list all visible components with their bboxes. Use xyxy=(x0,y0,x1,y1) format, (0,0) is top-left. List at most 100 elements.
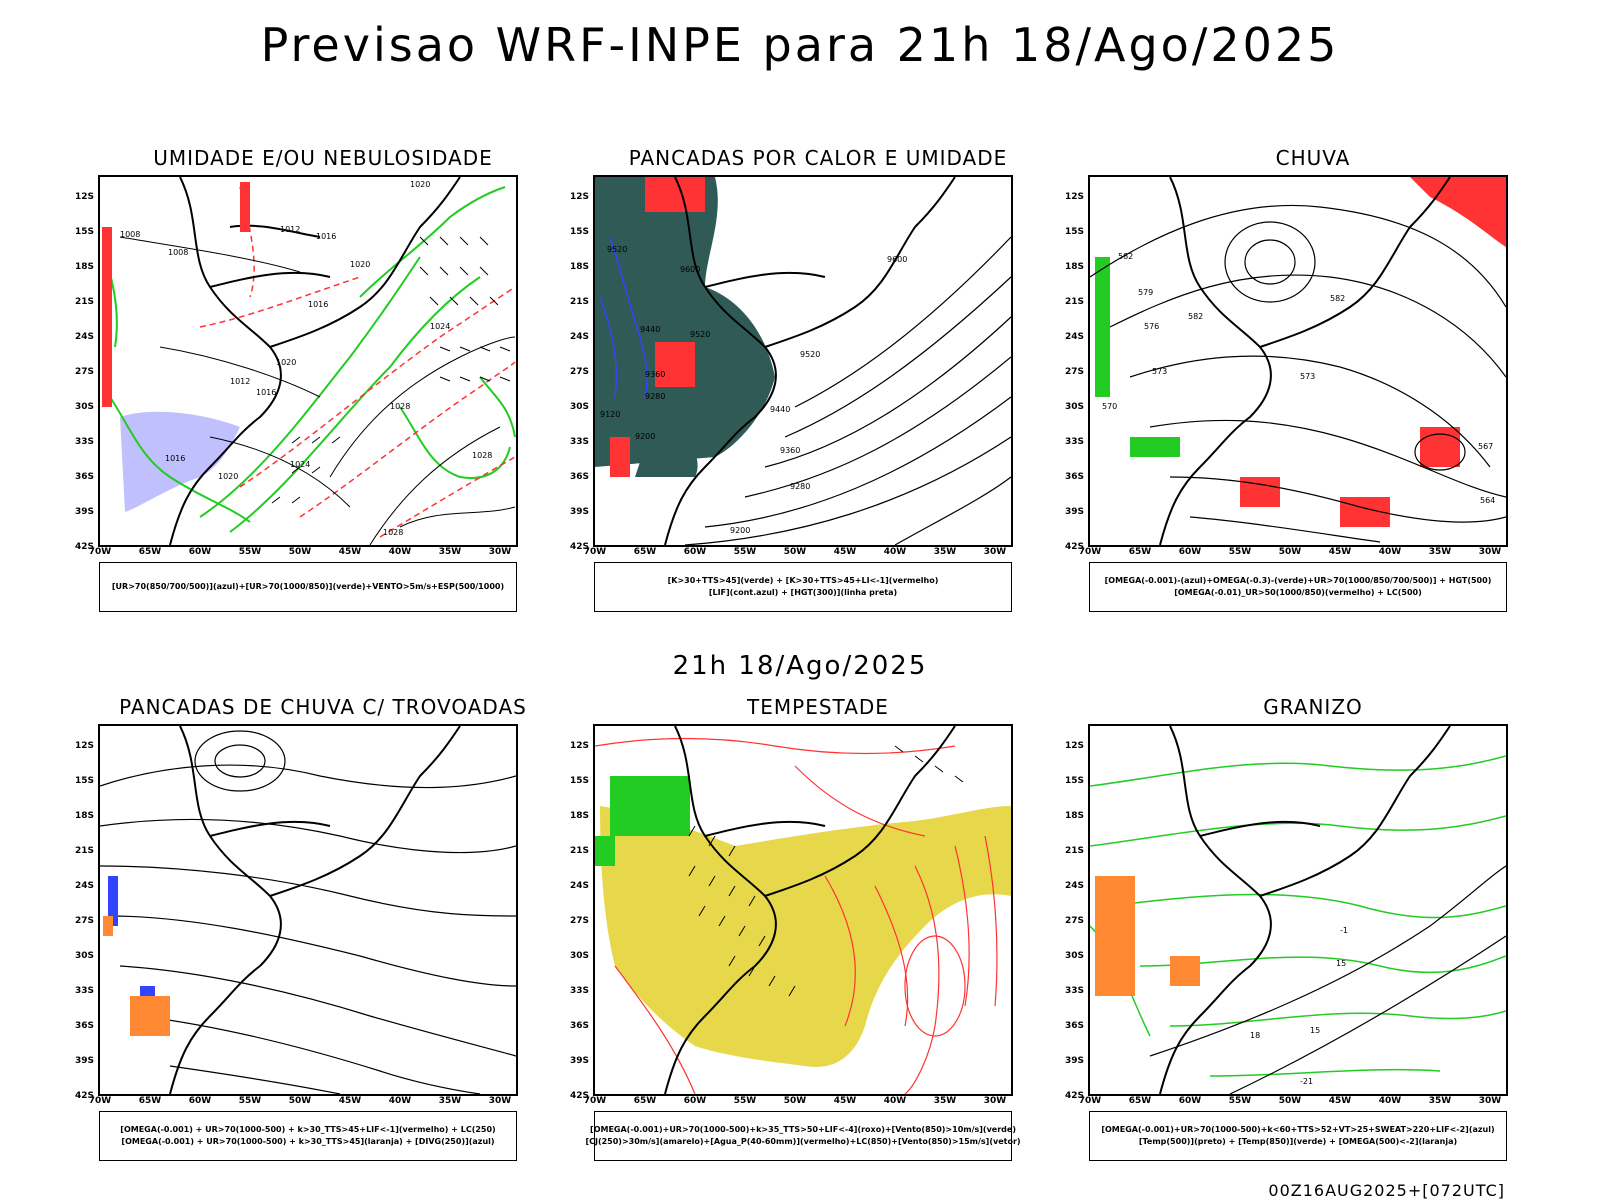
map-umidade: 1008 1008 1012 1016 1020 1020 1016 1024 … xyxy=(98,175,518,547)
lon-tick-label: 60W xyxy=(1178,547,1202,557)
lon-tick-label: 65W xyxy=(138,1096,162,1106)
lat-tick-label: 27S xyxy=(569,367,589,377)
coastline xyxy=(1159,177,1451,545)
legend-line: [OMEGA(-0.001)+UR>70(1000-500)+k<60+TTS>… xyxy=(1101,1125,1495,1134)
lat-tick-label: 15S xyxy=(74,227,94,237)
coastline xyxy=(1159,726,1451,1094)
lat-axis: 12S 15S 18S 21S 24S 27S 30S 33S 36S 39S 42S xyxy=(58,724,96,1101)
lat-tick-label: 39S xyxy=(1064,507,1084,517)
coastline xyxy=(664,177,956,545)
legend-line: [OMEGA(-0.001) + UR>70(1000-500) + k>30_… xyxy=(120,1125,496,1134)
temp500-contours xyxy=(1149,865,1506,1094)
legend-line: [K>30+TTS>45](verde) + [K>30+TTS>45+LI<-… xyxy=(667,576,939,585)
lat-tick-label: 18S xyxy=(569,811,589,821)
lat-tick-label: 15S xyxy=(569,776,589,786)
footer-stamp: 00Z16AUG2025+[072UTC] xyxy=(1268,1181,1505,1200)
map-drawing: 9520 9600 9440 9600 9520 9360 9520 9280 … xyxy=(595,177,1011,545)
legend-line: [OMEGA(-0.001)+UR>70(1000-500)+k>35_TTS>… xyxy=(590,1125,1016,1134)
red-patches xyxy=(102,182,250,407)
lon-axis: 70W 65W 60W 55W 50W 45W 40W 35W 30W xyxy=(89,547,518,559)
contour-label: 564 xyxy=(1480,496,1495,505)
lat-tick-label: 18S xyxy=(1064,262,1084,272)
lon-tick-label: 45W xyxy=(833,1096,857,1106)
contour-label: 1028 xyxy=(390,402,410,411)
contour-label: 9600 xyxy=(680,265,700,274)
lon-tick-label: 45W xyxy=(833,547,857,557)
lon-tick-label: 50W xyxy=(783,1096,807,1106)
lon-tick-label: 40W xyxy=(1378,547,1402,557)
lon-tick-label: 30W xyxy=(488,1096,512,1106)
lat-tick-label: 21S xyxy=(569,297,589,307)
panel-umidade: UMIDADE E/OU NEBULOSIDADE 12S 15S 18S 21S 24… xyxy=(58,146,558,616)
contour-label: 9280 xyxy=(790,482,810,491)
lat-tick-label: 21S xyxy=(74,846,94,856)
lon-tick-label: 55W xyxy=(238,547,262,557)
lat-tick-label: 33S xyxy=(1064,986,1084,996)
lon-axis: 70W 65W 60W 55W 50W 45W 40W 35W 30W xyxy=(1079,1096,1508,1108)
lon-tick-label: 70W xyxy=(88,1096,112,1106)
contour-label: 1016 xyxy=(308,300,328,309)
lon-tick-label: 40W xyxy=(883,547,907,557)
lat-tick-label: 39S xyxy=(74,1056,94,1066)
lat-tick-label: 15S xyxy=(569,227,589,237)
lat-tick-label: 27S xyxy=(74,916,94,926)
lon-tick-label: 35W xyxy=(1428,547,1452,557)
contour-label: 582 xyxy=(1188,312,1203,321)
lon-tick-label: 55W xyxy=(733,1096,757,1106)
lat-tick-label: 24S xyxy=(1064,332,1084,342)
lat-tick-label: 42S xyxy=(1064,542,1084,552)
map-granizo: -1 15 15 18 -21 xyxy=(1088,724,1508,1096)
lat-tick-label: 36S xyxy=(74,472,94,482)
lat-tick-label: 12S xyxy=(74,192,94,202)
main-title: Previsao WRF-INPE para 21h 18/Ago/2025 xyxy=(260,18,1340,72)
contour-label: 1024 xyxy=(430,322,450,331)
contour-label: 1016 xyxy=(256,388,276,397)
red-patches xyxy=(610,177,705,477)
panel-title: TEMPESTADE xyxy=(747,695,889,719)
contour-label: 579 xyxy=(1138,288,1153,297)
lat-tick-label: 15S xyxy=(1064,227,1084,237)
lat-tick-label: 39S xyxy=(569,507,589,517)
lat-tick-label: 12S xyxy=(569,741,589,751)
teal-instability-area xyxy=(595,177,775,467)
lon-tick-label: 40W xyxy=(388,1096,412,1106)
lon-tick-label: 65W xyxy=(1128,1096,1152,1106)
legend-line: [OMEGA(-0.001)-(azul)+OMEGA(-0.3)-(verde… xyxy=(1104,576,1492,585)
coastline xyxy=(169,177,461,545)
lavender-humidity-area xyxy=(120,411,240,512)
orange-patches xyxy=(103,916,170,1036)
panel-pancadas-calor: PANCADAS POR CALOR E UMIDADE 12S 15S 18S 21… xyxy=(553,146,1053,616)
contour-label: 9200 xyxy=(635,432,655,441)
map-drawing: -1 15 15 18 -21 xyxy=(1090,726,1506,1094)
lat-tick-label: 36S xyxy=(1064,1021,1084,1031)
lon-axis: 70W 65W 60W 55W 50W 45W 40W 35W 30W xyxy=(584,1096,1013,1108)
lon-tick-label: 50W xyxy=(783,547,807,557)
lat-tick-label: 24S xyxy=(569,332,589,342)
lat-tick-label: 42S xyxy=(1064,1091,1084,1101)
lat-tick-label: 27S xyxy=(74,367,94,377)
coastline xyxy=(664,726,956,1094)
panel-title: UMIDADE E/OU NEBULOSIDADE xyxy=(153,146,493,170)
contour-label: 9120 xyxy=(600,410,620,419)
contour-label: 15 xyxy=(1336,959,1346,968)
red-dashed-contours xyxy=(199,186,516,538)
lat-tick-label: 12S xyxy=(569,192,589,202)
lon-tick-label: 60W xyxy=(188,1096,212,1106)
lat-tick-label: 36S xyxy=(1064,472,1084,482)
contour-label: 576 xyxy=(1144,322,1159,331)
lon-tick-label: 50W xyxy=(1278,1096,1302,1106)
contour-label: 9280 xyxy=(645,392,665,401)
lat-axis: 12S 15S 18S 21S 24S 27S 30S 33S 36S 39S 42S xyxy=(553,175,591,552)
panel-trovoadas: PANCADAS DE CHUVA C/ TROVOADAS 12S 15S 18S… xyxy=(58,695,558,1165)
lat-tick-label: 36S xyxy=(569,472,589,482)
lat-tick-label: 39S xyxy=(569,1056,589,1066)
lon-tick-label: 55W xyxy=(1228,547,1252,557)
orange-omega-patches xyxy=(1095,876,1200,996)
panel-legend: [OMEGA(-0.001)-(azul)+OMEGA(-0.3)-(verde… xyxy=(1089,562,1507,612)
lat-axis: 12S 15S 18S 21S 24S 27S 30S 33S 36S 39S 42S xyxy=(553,724,591,1101)
lat-tick-label: 33S xyxy=(569,437,589,447)
lat-tick-label: 24S xyxy=(74,332,94,342)
contour-label-group: 582 579 582 576 573 570 573 567 564 582 xyxy=(1102,252,1495,505)
contour-label: 9520 xyxy=(607,245,627,254)
panel-legend: [OMEGA(-0.001)+UR>70(1000-500)+k<60+TTS>… xyxy=(1089,1111,1507,1161)
